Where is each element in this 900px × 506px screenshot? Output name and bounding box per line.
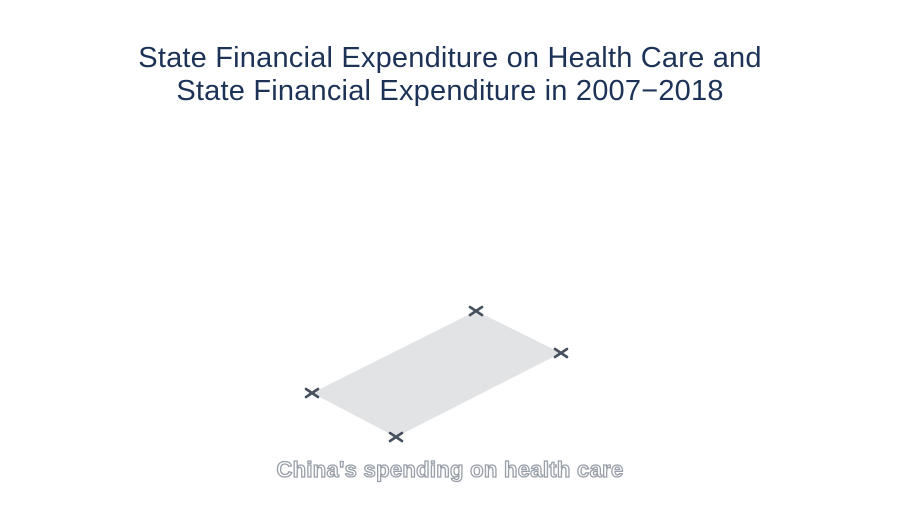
corner-marker-x-icon	[304, 387, 320, 399]
chart-title-line-2: State Financial Expenditure in 2007−2018	[176, 75, 724, 107]
corner-marker-x-icon	[553, 347, 569, 359]
chart-title: State Financial Expenditure on Health Ca…	[0, 42, 900, 108]
base-plane	[312, 311, 561, 437]
corner-markers-group	[304, 305, 569, 443]
chart-title-line-1: State Financial Expenditure on Health Ca…	[138, 42, 762, 74]
corner-marker-x-icon	[388, 431, 404, 443]
corner-marker-x-icon	[468, 305, 484, 317]
subtitle-caption: China's spending on health care	[276, 456, 624, 482]
